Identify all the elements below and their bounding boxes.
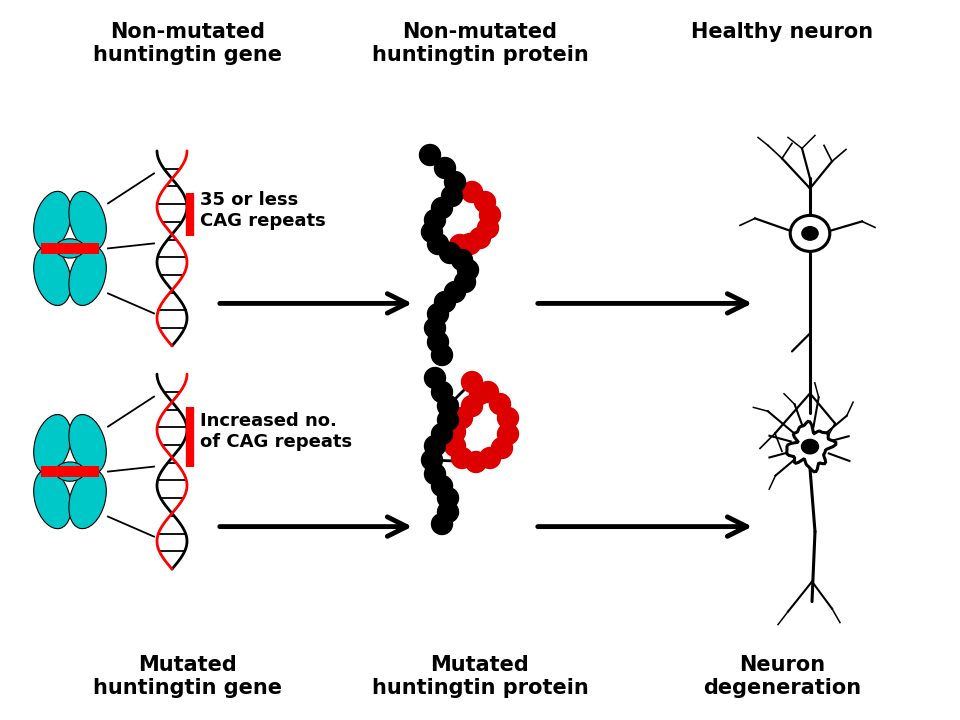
Polygon shape: [787, 421, 836, 472]
Circle shape: [440, 243, 461, 264]
Text: Healthy neuron: Healthy neuron: [691, 22, 874, 42]
Circle shape: [438, 395, 459, 416]
Circle shape: [424, 436, 445, 456]
Text: 35 or less
CAG repeats: 35 or less CAG repeats: [200, 191, 325, 230]
Circle shape: [469, 384, 491, 405]
Circle shape: [444, 421, 466, 443]
Circle shape: [477, 217, 498, 238]
Ellipse shape: [34, 192, 71, 251]
Text: Neuron
degeneration: Neuron degeneration: [704, 655, 861, 698]
Text: Non-mutated
huntingtin protein: Non-mutated huntingtin protein: [372, 22, 588, 65]
Circle shape: [444, 171, 466, 192]
Ellipse shape: [69, 415, 107, 474]
Circle shape: [477, 382, 498, 402]
Circle shape: [424, 318, 445, 338]
Circle shape: [451, 408, 472, 428]
Circle shape: [431, 197, 452, 218]
Ellipse shape: [34, 415, 71, 474]
Circle shape: [497, 423, 518, 444]
Circle shape: [424, 367, 445, 389]
Circle shape: [490, 394, 511, 415]
Circle shape: [424, 210, 445, 230]
Circle shape: [462, 181, 483, 202]
Circle shape: [431, 513, 452, 534]
Circle shape: [460, 233, 481, 254]
Circle shape: [435, 292, 455, 312]
Circle shape: [435, 158, 455, 179]
Circle shape: [431, 475, 452, 497]
Ellipse shape: [69, 469, 107, 528]
Circle shape: [462, 372, 483, 392]
Circle shape: [427, 331, 448, 353]
Circle shape: [427, 233, 448, 254]
Circle shape: [438, 410, 459, 431]
Circle shape: [438, 487, 459, 508]
Circle shape: [444, 282, 466, 302]
Circle shape: [421, 222, 443, 243]
Circle shape: [462, 395, 483, 416]
Ellipse shape: [790, 215, 829, 251]
Circle shape: [438, 502, 459, 523]
Circle shape: [420, 145, 441, 166]
Ellipse shape: [69, 192, 107, 251]
Circle shape: [458, 259, 478, 281]
Text: Mutated
huntingtin protein: Mutated huntingtin protein: [372, 655, 588, 698]
Circle shape: [466, 451, 487, 472]
Ellipse shape: [802, 439, 819, 454]
Circle shape: [431, 423, 452, 444]
Circle shape: [427, 304, 448, 325]
Circle shape: [492, 438, 513, 459]
Circle shape: [421, 449, 443, 470]
Circle shape: [497, 408, 518, 428]
Circle shape: [431, 382, 452, 402]
Circle shape: [442, 186, 463, 207]
Circle shape: [451, 448, 472, 469]
Circle shape: [469, 228, 491, 248]
Circle shape: [449, 235, 470, 256]
Circle shape: [474, 192, 495, 212]
Ellipse shape: [56, 462, 84, 481]
Circle shape: [424, 464, 445, 485]
Circle shape: [451, 250, 472, 271]
Text: Increased no.
of CAG repeats: Increased no. of CAG repeats: [200, 412, 352, 451]
Circle shape: [479, 448, 500, 469]
Ellipse shape: [69, 246, 107, 305]
Ellipse shape: [56, 239, 84, 258]
Ellipse shape: [34, 469, 71, 528]
Circle shape: [454, 271, 475, 292]
Bar: [41, 466, 99, 477]
Circle shape: [479, 204, 500, 225]
Circle shape: [431, 344, 452, 366]
Bar: [41, 243, 99, 254]
Text: Mutated
huntingtin gene: Mutated huntingtin gene: [93, 655, 281, 698]
Ellipse shape: [34, 246, 71, 305]
Circle shape: [444, 436, 466, 456]
Text: Non-mutated
huntingtin gene: Non-mutated huntingtin gene: [93, 22, 281, 65]
Ellipse shape: [802, 227, 818, 240]
